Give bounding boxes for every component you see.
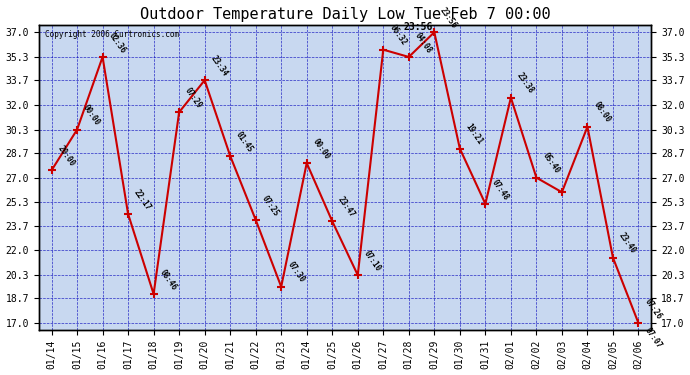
Text: 07:48: 07:48 [489, 177, 510, 202]
Text: Copyright 2006 Curtronics.com: Copyright 2006 Curtronics.com [45, 30, 179, 39]
Text: 07:30: 07:30 [286, 261, 306, 285]
Text: 05:40: 05:40 [540, 152, 561, 176]
Text: 07:25: 07:25 [260, 194, 281, 217]
Text: 00:00: 00:00 [81, 104, 102, 128]
Text: 07:29: 07:29 [184, 86, 204, 110]
Text: 08:46: 08:46 [158, 268, 179, 292]
Title: Outdoor Temperature Daily Low Tue Feb 7 00:00: Outdoor Temperature Daily Low Tue Feb 7 … [139, 8, 551, 22]
Text: 20:00: 20:00 [56, 144, 77, 168]
Text: 23:56: 23:56 [438, 6, 459, 30]
Text: 02:36: 02:36 [107, 31, 128, 55]
Text: 23:34: 23:34 [209, 54, 230, 78]
Text: 04:08: 04:08 [413, 31, 433, 55]
Text: 07:26: 07:26 [642, 297, 663, 321]
Text: 00:00: 00:00 [311, 137, 331, 161]
Text: 23:47: 23:47 [337, 195, 357, 219]
Text: 07:10: 07:10 [362, 249, 382, 273]
Text: 08:00: 08:00 [591, 100, 612, 124]
Text: 23:38: 23:38 [515, 71, 535, 96]
Text: 07:07: 07:07 [642, 326, 663, 350]
Text: 23:56: 23:56 [404, 22, 433, 32]
Text: 19:21: 19:21 [464, 122, 484, 146]
Text: 23:40: 23:40 [617, 231, 638, 255]
Text: 06:32: 06:32 [388, 23, 408, 48]
Text: 22:17: 22:17 [132, 188, 153, 212]
Text: 01:45: 01:45 [235, 130, 255, 154]
